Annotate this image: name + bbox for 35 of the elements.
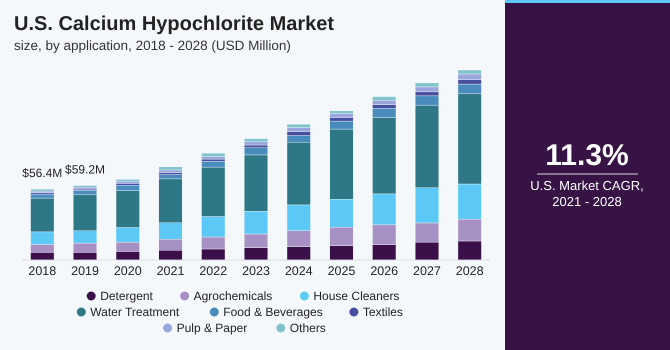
bar: [330, 113, 354, 118]
legend-label: Water Treatment: [90, 305, 180, 319]
x-tick-label: 2028: [456, 264, 484, 278]
legend-label: Others: [290, 321, 326, 335]
text: 11.3%: [545, 139, 629, 172]
legend-label: House Cleaners: [313, 289, 400, 303]
x-tick-label: 2019: [71, 264, 99, 278]
chart-title: U.S. Calcium Hypochlorite Market: [14, 13, 334, 35]
annotation: $56.4M: [22, 166, 62, 180]
bar: [244, 138, 268, 142]
x-tick-label: 2018: [28, 264, 56, 278]
bar: [330, 110, 354, 114]
text: U.S. Market CAGR, 2021 - 2028: [530, 178, 644, 209]
bar: [244, 142, 268, 146]
chart-subtitle: size, by application, 2018 - 2028 (USD Million): [14, 38, 291, 53]
legend-label: Agrochemicals: [194, 289, 272, 303]
bar: [286, 127, 311, 132]
x-tick-label: 2023: [242, 264, 270, 278]
bar: [201, 153, 226, 157]
x-tick-label: 2026: [370, 264, 398, 278]
bar: [158, 166, 182, 170]
bar: [415, 86, 439, 92]
x-tick-label: 2021: [156, 264, 184, 278]
bar: [372, 100, 396, 105]
bar: [286, 124, 311, 128]
x-tick-label: 2022: [199, 264, 228, 278]
annotation: $59.2M: [65, 162, 106, 177]
legend-label: Detergent: [100, 289, 154, 303]
x-tick-label: 2027: [413, 264, 441, 278]
legend-label: Textiles: [362, 305, 403, 319]
x-tick-label: 2020: [114, 264, 142, 278]
x-tick-label: 2025: [328, 264, 356, 278]
legend-label: Food & Beverages: [223, 305, 323, 319]
x-tick-label: 2024: [284, 264, 313, 278]
legend-label: Pulp & Paper: [176, 321, 248, 335]
